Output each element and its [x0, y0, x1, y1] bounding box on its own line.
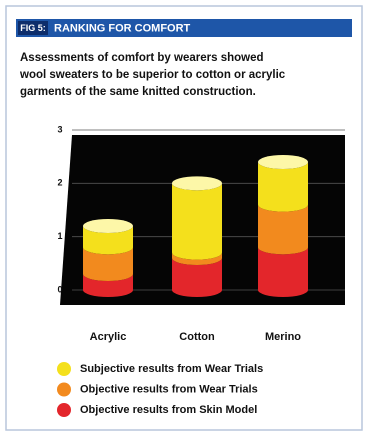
chart-title: RANKING FOR COMFORT	[54, 22, 191, 34]
cylinder-segment	[83, 247, 133, 281]
cylinder-segment	[172, 252, 222, 265]
cylinder-segment	[172, 258, 222, 297]
x-tick-label: Merino	[265, 331, 301, 343]
cylinder-segment	[258, 162, 308, 212]
cylinder-segment	[83, 226, 133, 255]
subtitle: garments of the same knitted constructio…	[20, 86, 256, 98]
cylinder-segment	[172, 183, 222, 260]
legend-marker	[57, 362, 71, 376]
subtitle: Assessments of comfort by wearers showed	[20, 52, 264, 64]
subtitle: wool sweaters to be superior to cotton o…	[19, 69, 286, 81]
y-tick-label: 1	[57, 231, 62, 241]
x-tick-label: Cotton	[179, 331, 215, 343]
header-bar	[16, 19, 352, 37]
x-tick-label: Acrylic	[90, 331, 127, 343]
cylinder-segment	[83, 274, 133, 297]
y-tick-label: 3	[57, 124, 62, 134]
figure-label: FIG 5:	[20, 23, 46, 33]
figure-label-box	[18, 21, 48, 35]
legend-marker	[57, 382, 71, 397]
y-tick-label: 0	[57, 284, 62, 294]
cylinder-cap	[258, 155, 308, 169]
cylinder-cap	[172, 176, 222, 191]
cylinder-segment	[258, 204, 308, 255]
cylinder-segment	[258, 247, 308, 297]
legend-label: Subjective results from Wear Trials	[80, 363, 263, 375]
legend-label: Objective results from Skin Model	[80, 404, 257, 416]
y-tick-label: 2	[57, 178, 62, 188]
legend-marker	[57, 403, 71, 417]
cylinder-cap	[83, 219, 133, 233]
legend-label: Objective results from Wear Trials	[80, 383, 258, 395]
